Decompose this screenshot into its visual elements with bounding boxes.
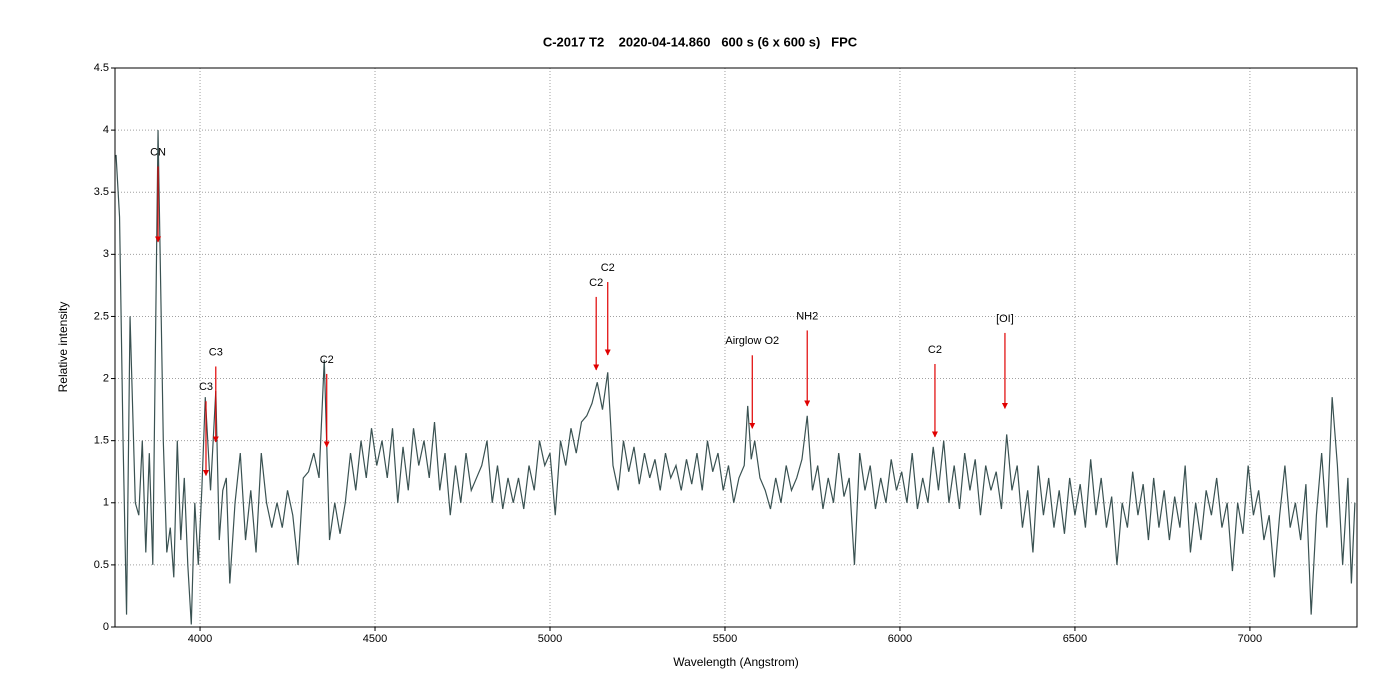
annotation-label: C2 bbox=[320, 354, 334, 366]
annotation-label: C2 bbox=[928, 344, 942, 356]
y-tick-label: 1 bbox=[103, 497, 109, 509]
y-tick-label: 2.5 bbox=[94, 310, 109, 322]
x-tick-label: 6000 bbox=[888, 633, 912, 645]
x-tick-label: 4500 bbox=[363, 633, 387, 645]
plot-frame bbox=[114, 67, 1358, 628]
y-tick-label: 0 bbox=[103, 621, 109, 633]
y-tick-label: 1.5 bbox=[94, 435, 109, 447]
annotation-label: NH2 bbox=[796, 310, 818, 322]
y-tick-label: 0.5 bbox=[94, 559, 109, 571]
annotation-label: C2 bbox=[601, 262, 615, 274]
annotation-label: CN bbox=[150, 146, 166, 158]
chart-title: C-2017 T2 2020-04-14.860 600 s (6 x 600 … bbox=[543, 34, 858, 49]
annotation-label: C3 bbox=[209, 346, 223, 358]
x-axis-label: Wavelength (Angstrom) bbox=[673, 655, 799, 669]
spectrum-line bbox=[115, 130, 1356, 625]
annotation-label: [OI] bbox=[996, 313, 1014, 325]
y-tick-label: 2 bbox=[103, 372, 109, 384]
y-tick-label: 4.5 bbox=[94, 62, 109, 74]
y-tick-label: 3.5 bbox=[94, 186, 109, 198]
x-tick-label: 5500 bbox=[713, 633, 737, 645]
y-tick-label: 4 bbox=[103, 124, 109, 136]
annotation-label: C3 bbox=[199, 381, 213, 393]
x-tick-label: 6500 bbox=[1063, 633, 1087, 645]
x-tick-label: 7000 bbox=[1238, 633, 1262, 645]
x-tick-label: 5000 bbox=[538, 633, 562, 645]
x-tick-label: 4000 bbox=[188, 633, 212, 645]
y-axis-label: Relative intensity bbox=[56, 302, 70, 393]
annotation-label: Airglow O2 bbox=[725, 335, 779, 347]
annotation-label: C2 bbox=[589, 277, 603, 289]
y-tick-label: 3 bbox=[103, 248, 109, 260]
